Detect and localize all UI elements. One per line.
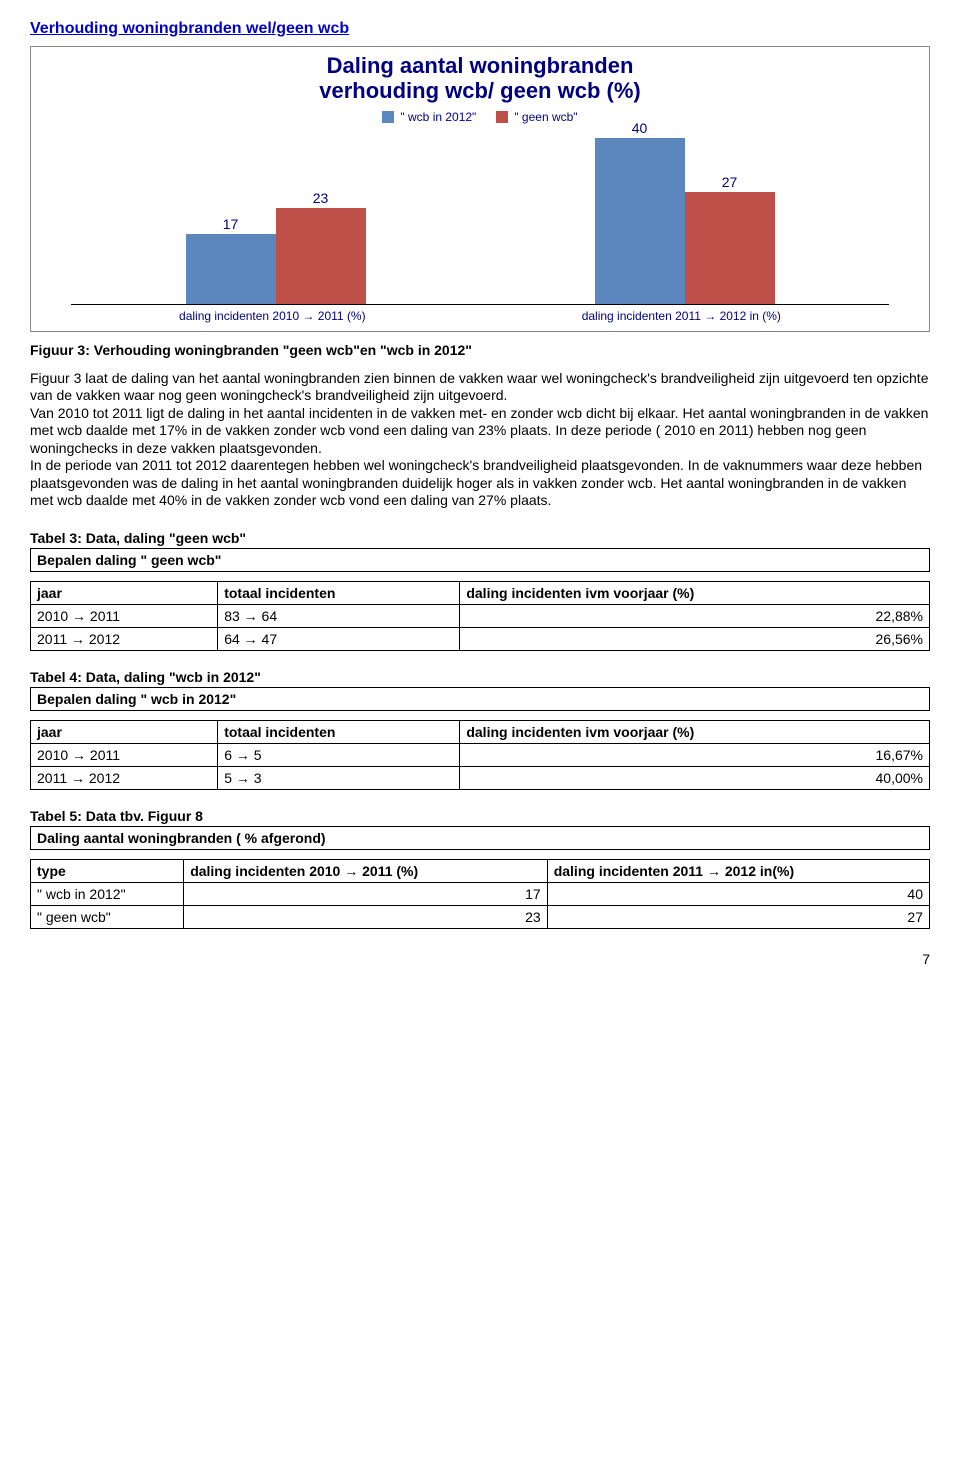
chart-area: 17 23 40 27 — [31, 134, 929, 304]
table5-col1: daling incidenten 2010 → 2011 (%) — [184, 859, 548, 882]
table4-col1: totaal incidenten — [218, 720, 460, 743]
chart-title: Daling aantal woningbranden verhouding w… — [31, 53, 929, 104]
table3-col1: totaal incidenten — [218, 581, 460, 604]
table4: Bepalen daling " wcb in 2012" jaar totaa… — [30, 687, 930, 790]
x-axis-label-0: daling incidenten 2010 → 2011 (%) — [179, 309, 366, 323]
cluster-1: 40 27 — [595, 120, 775, 304]
table-row: 2011 → 2012 5 → 3 40,00% — [31, 766, 930, 789]
cell: 6 → 5 — [218, 743, 460, 766]
legend-swatch-blue — [382, 111, 394, 123]
table-row: 2011 → 2012 64 → 47 26,56% — [31, 627, 930, 650]
cell: 27 — [547, 905, 929, 928]
cell: 83 → 64 — [218, 604, 460, 627]
table3-col0: jaar — [31, 581, 218, 604]
chart-title-line2: verhouding wcb/ geen wcb (%) — [319, 78, 640, 103]
legend-label-wcb: " wcb in 2012" — [400, 110, 476, 124]
cell: 5 → 3 — [218, 766, 460, 789]
bar-1-0: 40 — [595, 120, 685, 304]
figure-caption: Figuur 3: Verhouding woningbranden "geen… — [30, 342, 930, 358]
body-text: Figuur 3 laat de daling van het aantal w… — [30, 370, 930, 510]
table5-title: Tabel 5: Data tbv. Figuur 8 — [30, 808, 930, 824]
cell: 22,88% — [460, 604, 930, 627]
bar-label-0-0: 17 — [223, 216, 239, 232]
page-number: 7 — [30, 951, 930, 967]
table4-col2: daling incidenten ivm voorjaar (%) — [460, 720, 930, 743]
cell: 2011 → 2012 — [31, 766, 218, 789]
bar-label-1-1: 27 — [722, 174, 738, 190]
bar-0-1: 23 — [276, 190, 366, 304]
cluster-0: 17 23 — [186, 190, 366, 304]
bar-1-1: 27 — [685, 174, 775, 304]
table-row: " geen wcb" 23 27 — [31, 905, 930, 928]
chart-title-line1: Daling aantal woningbranden — [327, 53, 634, 78]
bar-rect-1-0 — [595, 138, 685, 304]
legend-label-geen-wcb: " geen wcb" — [514, 110, 577, 124]
cell: " geen wcb" — [31, 905, 184, 928]
cell: 17 — [184, 882, 548, 905]
table4-col0: jaar — [31, 720, 218, 743]
table-row: 2010 → 2011 83 → 64 22,88% — [31, 604, 930, 627]
cell: 64 → 47 — [218, 627, 460, 650]
legend-item-wcb: " wcb in 2012" — [382, 110, 476, 124]
cell: 40 — [547, 882, 929, 905]
table5-col0: type — [31, 859, 184, 882]
table3: Bepalen daling " geen wcb" jaar totaal i… — [30, 548, 930, 651]
cell: 2010 → 2011 — [31, 604, 218, 627]
x-axis: daling incidenten 2010 → 2011 (%) daling… — [71, 304, 889, 323]
bar-0-0: 17 — [186, 216, 276, 304]
table3-col2: daling incidenten ivm voorjaar (%) — [460, 581, 930, 604]
section-title: Verhouding woningbranden wel/geen wcb — [30, 20, 930, 38]
table4-header-bar: Bepalen daling " wcb in 2012" — [31, 687, 930, 710]
table3-header-bar: Bepalen daling " geen wcb" — [31, 548, 930, 571]
cell: 2010 → 2011 — [31, 743, 218, 766]
legend-item-geen-wcb: " geen wcb" — [496, 110, 577, 124]
cell: 16,67% — [460, 743, 930, 766]
cell: 40,00% — [460, 766, 930, 789]
bar-label-1-0: 40 — [632, 120, 648, 136]
chart-container: Daling aantal woningbranden verhouding w… — [30, 46, 930, 332]
bar-label-0-1: 23 — [313, 190, 329, 206]
cell: 26,56% — [460, 627, 930, 650]
table3-title: Tabel 3: Data, daling "geen wcb" — [30, 530, 930, 546]
table-row: " wcb in 2012" 17 40 — [31, 882, 930, 905]
table4-title: Tabel 4: Data, daling "wcb in 2012" — [30, 669, 930, 685]
table5: Daling aantal woningbranden ( % afgerond… — [30, 826, 930, 929]
legend-swatch-red — [496, 111, 508, 123]
table5-col2: daling incidenten 2011 → 2012 in(%) — [547, 859, 929, 882]
bar-rect-0-1 — [276, 208, 366, 304]
table-row: 2010 → 2011 6 → 5 16,67% — [31, 743, 930, 766]
cell: " wcb in 2012" — [31, 882, 184, 905]
bar-rect-1-1 — [685, 192, 775, 304]
bar-rect-0-0 — [186, 234, 276, 304]
table5-header-bar: Daling aantal woningbranden ( % afgerond… — [31, 826, 930, 849]
cell: 2011 → 2012 — [31, 627, 218, 650]
chart-legend: " wcb in 2012" " geen wcb" — [31, 110, 929, 124]
x-axis-label-1: daling incidenten 2011 → 2012 in (%) — [582, 309, 781, 323]
cell: 23 — [184, 905, 548, 928]
